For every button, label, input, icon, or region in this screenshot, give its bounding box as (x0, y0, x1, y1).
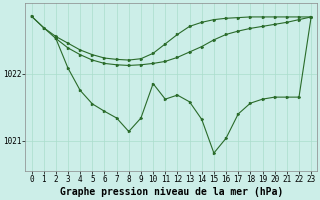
X-axis label: Graphe pression niveau de la mer (hPa): Graphe pression niveau de la mer (hPa) (60, 187, 283, 197)
